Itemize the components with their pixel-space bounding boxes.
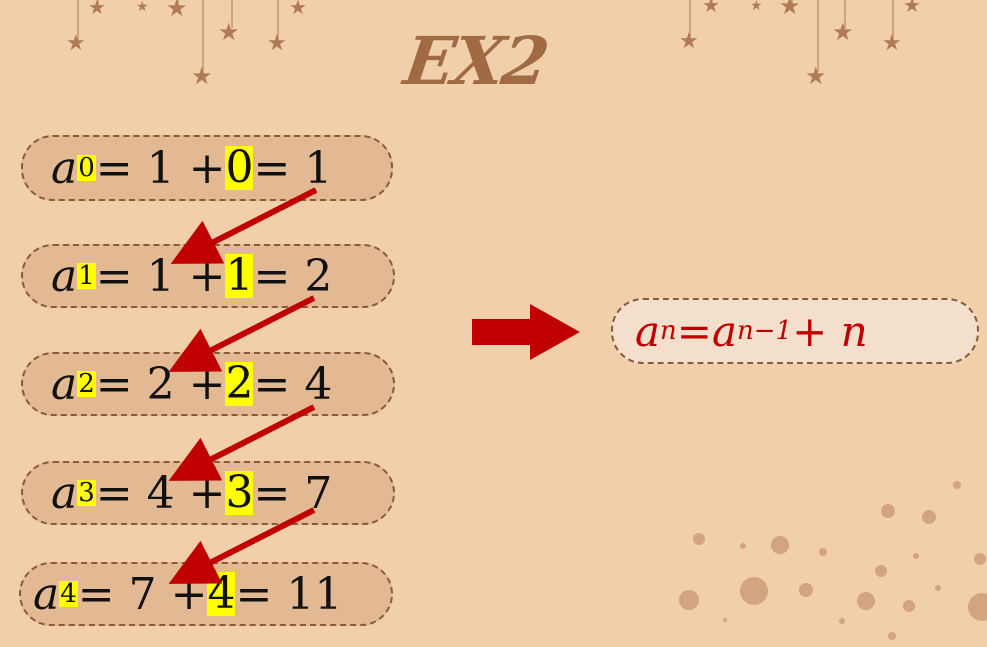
highlighted-term: 3 xyxy=(225,467,254,518)
star-icon: ★ xyxy=(702,0,720,17)
star-icons-right: ★ ★ ★ ★ ★ ★ ★ ★ xyxy=(679,0,921,90)
star-icon: ★ xyxy=(88,0,106,19)
equation-result: = 2 xyxy=(253,250,333,302)
right-arrow-icon xyxy=(472,304,580,360)
term-variable: a xyxy=(51,142,78,194)
formula-equals: = xyxy=(676,306,712,356)
star-icon: ★ xyxy=(882,31,902,56)
star-icon: ★ xyxy=(903,0,921,17)
star-icon: ★ xyxy=(267,31,287,56)
term-variable: a xyxy=(33,568,60,620)
highlighted-term: 4 xyxy=(207,568,236,619)
diagonal-arrow xyxy=(170,187,318,264)
diagonal-arrow xyxy=(168,295,316,372)
star-icon: ★ xyxy=(679,29,699,54)
equation-result: = 7 xyxy=(253,467,333,519)
term-variable: a xyxy=(51,250,78,302)
formula-lhs: a xyxy=(635,306,661,356)
dot-cluster xyxy=(679,481,987,640)
formula-lhs-index: n xyxy=(660,316,677,346)
formula-rhs-index: n−1 xyxy=(737,316,793,346)
star-icon: ★ xyxy=(136,0,149,15)
equation-result: = 11 xyxy=(235,568,343,620)
diagonal-arrow xyxy=(168,507,316,584)
star-icon: ★ xyxy=(289,0,307,19)
equation-lhs: = 1 + xyxy=(95,142,226,194)
hanging-stars-right xyxy=(689,0,914,72)
equation-result: = 4 xyxy=(253,358,333,410)
term-index: 2 xyxy=(77,369,96,399)
highlighted-term: 1 xyxy=(225,250,254,301)
diagonal-arrow xyxy=(168,404,316,481)
star-icon: ★ xyxy=(66,31,86,56)
hanging-stars-left xyxy=(77,0,299,72)
star-icons-left: ★ ★ ★ ★ ★ ★ ★ ★ xyxy=(66,0,307,90)
star-icon: ★ xyxy=(805,62,827,90)
formula-rhs: a xyxy=(712,306,738,356)
highlighted-term: 2 xyxy=(225,358,254,409)
star-icon: ★ xyxy=(191,62,213,90)
term-index: 0 xyxy=(77,153,96,183)
term-index: 1 xyxy=(77,261,96,291)
term-variable: a xyxy=(51,467,78,519)
formula-tail: + n xyxy=(792,306,868,356)
star-icon: ★ xyxy=(750,0,763,14)
term-index: 4 xyxy=(59,579,78,609)
star-icon: ★ xyxy=(779,0,801,20)
term-index: 3 xyxy=(77,478,96,508)
star-icon: ★ xyxy=(218,18,240,46)
term-variable: a xyxy=(51,358,78,410)
star-icon: ★ xyxy=(832,18,854,46)
equation-result: = 1 xyxy=(253,142,333,194)
star-icon: ★ xyxy=(166,0,188,22)
highlighted-term: 0 xyxy=(225,142,254,193)
